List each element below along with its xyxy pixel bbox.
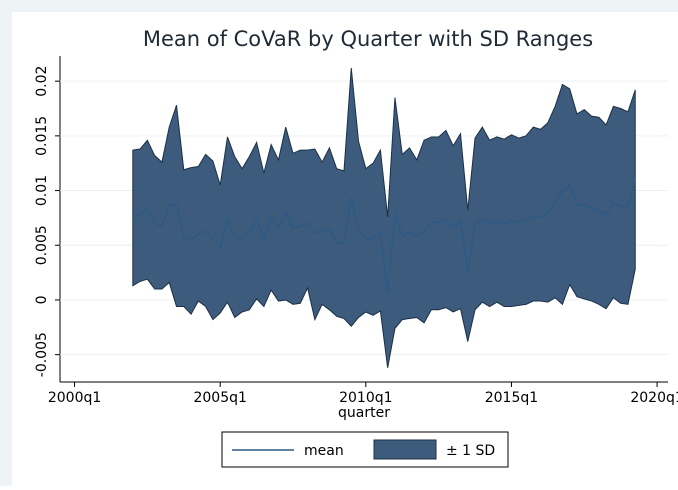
sd-band xyxy=(132,67,636,368)
y-tick-label: 0.01 xyxy=(34,175,50,206)
legend-swatch xyxy=(373,439,437,460)
y-tick-label: 0 xyxy=(34,295,50,304)
x-tick-label: 2010q1 xyxy=(339,390,392,406)
x-tick-label: 2005q1 xyxy=(193,390,246,406)
x-tick-label: 2015q1 xyxy=(485,390,538,406)
x-tick-label: 2000q1 xyxy=(48,390,101,406)
x-axis-label: quarter xyxy=(338,405,390,421)
x-tick-label: 2020q1 xyxy=(630,390,678,406)
chart-title: Mean of CoVaR by Quarter with SD Ranges xyxy=(143,27,593,51)
y-tick-label: 0.015 xyxy=(34,116,50,156)
legend-label: mean xyxy=(304,443,344,459)
y-tick-label: -0.005 xyxy=(34,332,50,377)
legend-label: ± 1 SD xyxy=(446,443,495,459)
y-tick-label: 0.02 xyxy=(34,66,50,97)
mean-line xyxy=(132,178,636,294)
y-tick-label: 0.005 xyxy=(34,225,50,265)
